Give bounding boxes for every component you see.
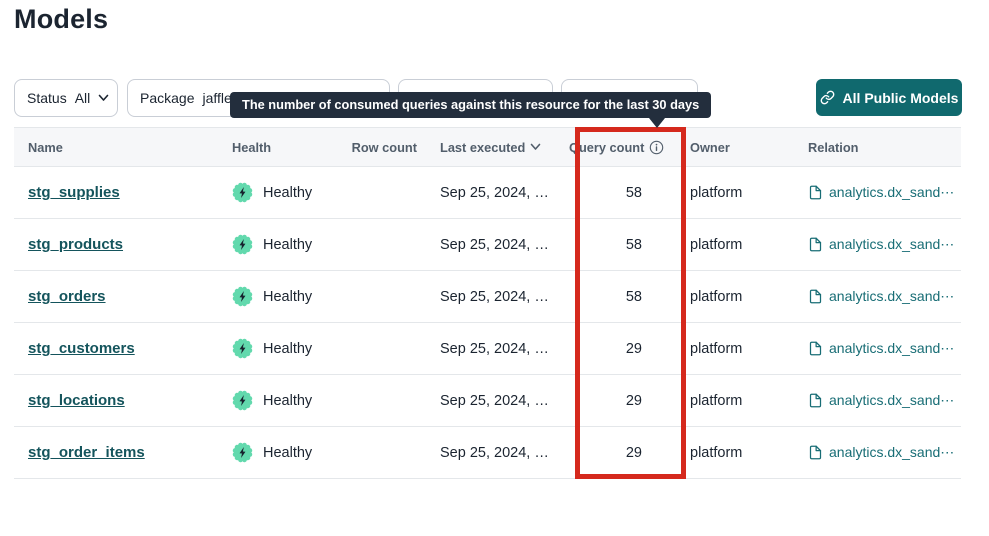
owner-cell: platform [690,184,743,201]
column-header-health: Health [232,139,272,155]
chevron-down-icon [98,94,109,102]
column-header-last-executed[interactable]: Last executed [440,128,541,166]
owner-cell: platform [690,392,743,409]
health-cell: Healthy [232,167,312,218]
column-header-query-count: Query count [569,128,664,166]
model-link[interactable]: stg_customers [28,340,135,357]
file-icon [808,237,823,252]
health-cell: Healthy [232,323,312,374]
status-filter-dropdown[interactable]: Status All [14,79,118,117]
query-count-cell: 29 [625,392,642,409]
table-row: stg_locations Healthy Sep 25, 2024, … 29… [14,375,961,427]
query-count-tooltip: The number of consumed queries against t… [230,92,712,128]
owner-cell: platform [690,340,743,357]
last-executed-cell: Sep 25, 2024, … [440,392,549,409]
health-seal-bolt-icon [232,234,253,255]
last-executed-cell: Sep 25, 2024, … [440,340,549,357]
health-label: Healthy [263,236,313,253]
column-header-row-count: Row count [351,139,417,155]
relation-link[interactable]: analytics.dx_sand⋯ [808,444,954,461]
link-icon [820,90,835,105]
last-executed-cell: Sep 25, 2024, … [440,184,549,201]
status-filter-label: Status [27,90,67,106]
health-label: Healthy [263,392,313,409]
file-icon [808,341,823,356]
file-icon [808,393,823,408]
package-filter-label: Package [140,90,195,106]
health-seal-bolt-icon [232,442,253,463]
file-icon [808,289,823,304]
model-link[interactable]: stg_locations [28,392,125,409]
health-label: Healthy [263,444,313,461]
relation-link[interactable]: analytics.dx_sand⋯ [808,236,954,253]
query-count-cell: 58 [625,236,642,253]
models-table: Name Health Row count Last executed Quer… [14,127,961,479]
model-link[interactable]: stg_order_items [28,444,145,461]
file-icon [808,445,823,460]
health-label: Healthy [263,288,313,305]
health-cell: Healthy [232,271,312,322]
column-header-relation: Relation [808,139,859,155]
last-executed-cell: Sep 25, 2024, … [440,236,549,253]
all-public-models-label: All Public Models [842,89,959,106]
info-icon[interactable] [649,140,664,155]
relation-link[interactable]: analytics.dx_sand⋯ [808,340,954,357]
model-link[interactable]: stg_products [28,236,124,253]
model-link[interactable]: stg_orders [28,288,106,305]
column-header-owner: Owner [690,139,730,155]
owner-cell: platform [690,288,743,305]
relation-link[interactable]: analytics.dx_sand⋯ [808,288,954,305]
sort-chevron-down-icon [530,143,541,151]
owner-cell: platform [690,444,743,461]
file-icon [808,185,823,200]
table-row: stg_orders Healthy Sep 25, 2024, … 58 pl… [14,271,961,323]
health-cell: Healthy [232,375,312,426]
column-header-name: Name [28,139,63,155]
model-link[interactable]: stg_supplies [28,184,120,201]
table-row: stg_products Healthy Sep 25, 2024, … 58 … [14,219,961,271]
tooltip-caret [649,118,665,128]
all-public-models-button[interactable]: All Public Models [816,79,962,116]
health-label: Healthy [263,340,313,357]
query-count-cell: 29 [625,340,642,357]
health-seal-bolt-icon [232,338,253,359]
health-cell: Healthy [232,427,312,478]
relation-link[interactable]: analytics.dx_sand⋯ [808,392,954,409]
health-seal-bolt-icon [232,182,253,203]
tooltip-text: The number of consumed queries against t… [242,97,700,112]
query-count-cell: 58 [625,184,642,201]
status-filter-value: All [74,90,91,106]
last-executed-cell: Sep 25, 2024, … [440,444,549,461]
query-count-cell: 58 [625,288,642,305]
health-cell: Healthy [232,219,312,270]
health-seal-bolt-icon [232,390,253,411]
table-row: stg_supplies Healthy Sep 25, 2024, … 58 … [14,167,961,219]
owner-cell: platform [690,236,743,253]
table-row: stg_customers Healthy Sep 25, 2024, … 29… [14,323,961,375]
table-header-row: Name Health Row count Last executed Quer… [14,127,961,167]
health-label: Healthy [263,184,313,201]
table-row: stg_order_items Healthy Sep 25, 2024, … … [14,427,961,479]
query-count-cell: 29 [625,444,642,461]
health-seal-bolt-icon [232,286,253,307]
last-executed-cell: Sep 25, 2024, … [440,288,549,305]
relation-link[interactable]: analytics.dx_sand⋯ [808,184,954,201]
page-title: Models [14,4,109,34]
